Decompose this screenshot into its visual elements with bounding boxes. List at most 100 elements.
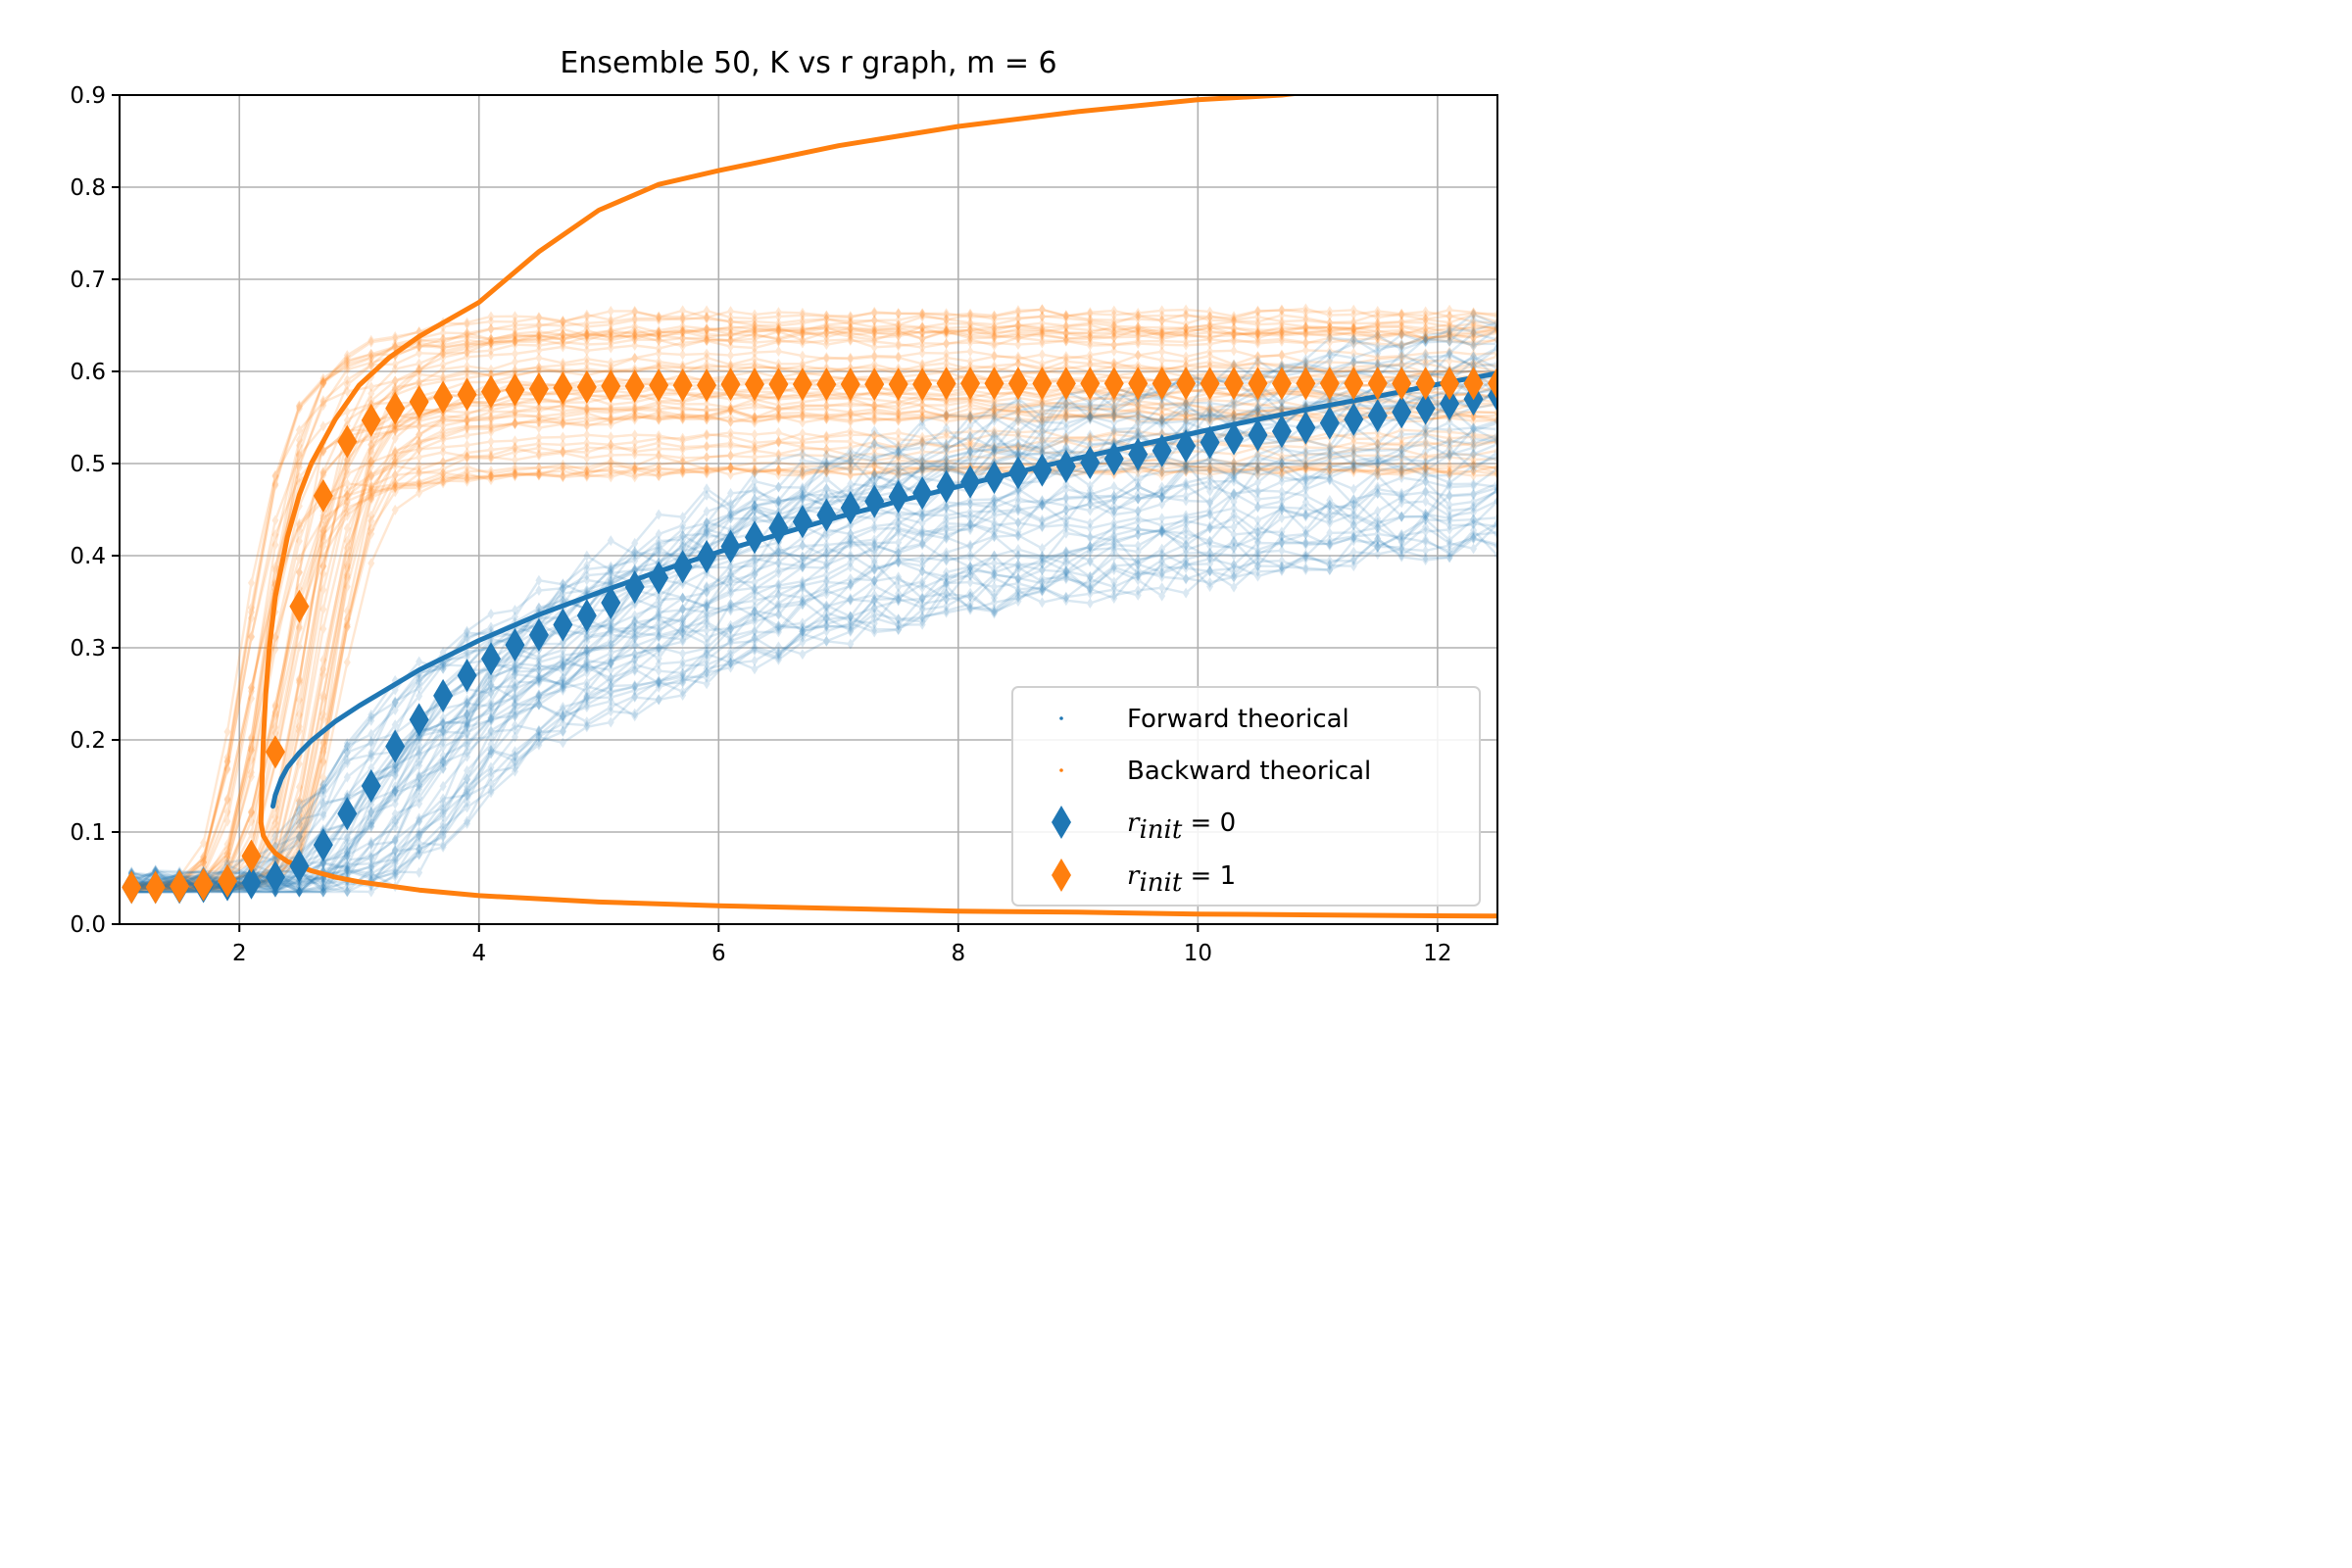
backward-ensemble-point xyxy=(319,709,327,720)
backward-ensemble-point xyxy=(368,336,375,348)
backward-ensemble-point xyxy=(1014,416,1022,427)
backward-ensemble-point xyxy=(1014,401,1022,413)
backward-ensemble-point xyxy=(223,838,231,850)
backward-ensemble-point xyxy=(1206,468,1214,480)
backward-ensemble-point xyxy=(943,411,951,422)
backward-ensemble-point xyxy=(631,333,639,345)
backward-ensemble-point xyxy=(655,414,662,425)
backward-ensemble-point xyxy=(559,317,566,328)
backward-ensemble-point xyxy=(271,631,279,643)
backward-ensemble-line xyxy=(130,349,1497,893)
backward-ensemble-point xyxy=(295,448,303,460)
backward-ensemble-point xyxy=(822,331,830,343)
backward-ensemble-point xyxy=(391,469,399,481)
backward-ensemble-point xyxy=(319,377,327,389)
backward-ensemble-point xyxy=(1206,338,1214,350)
backward-ensemble-point xyxy=(847,312,855,323)
backward-ensemble-point xyxy=(1134,349,1142,361)
backward-ensemble-point xyxy=(727,328,735,340)
backward-ensemble-point xyxy=(416,466,423,478)
backward-ensemble-point xyxy=(583,469,591,481)
backward-ensemble-point xyxy=(1470,460,1478,471)
backward-ensemble-point xyxy=(247,744,255,756)
backward-ensemble-point xyxy=(464,475,471,487)
backward-ensemble-point xyxy=(439,348,447,360)
backward-ensemble-point xyxy=(1110,305,1118,317)
backward-ensemble-point xyxy=(1422,310,1430,321)
backward-ensemble-point xyxy=(416,413,423,424)
backward-ensemble-point xyxy=(464,407,471,418)
backward-ensemble-point xyxy=(1301,463,1309,474)
backward-ensemble-point xyxy=(1206,463,1214,474)
backward-ensemble-point xyxy=(1158,416,1166,427)
backward-ensemble-point xyxy=(1158,470,1166,482)
backward-ensemble-point xyxy=(1374,460,1382,471)
backward-ensemble-point xyxy=(1062,353,1070,365)
backward-ensemble-point xyxy=(1374,469,1382,481)
backward-ensemble-point xyxy=(487,421,495,433)
backward-ensemble-point xyxy=(1038,398,1046,410)
backward-ensemble-point xyxy=(1062,408,1070,419)
backward-ensemble-point xyxy=(368,494,375,506)
backward-ensemble-point xyxy=(1158,399,1166,411)
backward-ensemble-point xyxy=(1278,466,1286,478)
backward-ensemble-point xyxy=(1326,345,1334,357)
backward-ensemble-point xyxy=(391,481,399,493)
backward-ensemble-point xyxy=(439,364,447,375)
backward-ensemble-point xyxy=(1278,468,1286,480)
backward-ensemble-point xyxy=(799,466,807,478)
backward-ensemble-point xyxy=(751,411,759,422)
backward-ensemble-point xyxy=(822,413,830,424)
backward-ensemble-point xyxy=(895,324,903,336)
backward-ensemble-point xyxy=(1422,358,1430,369)
backward-ensemble-point xyxy=(822,461,830,472)
backward-ensemble-point xyxy=(918,337,926,349)
backward-ensemble-point xyxy=(1374,465,1382,476)
plot-area xyxy=(122,95,1497,919)
backward-ensemble-point xyxy=(679,340,687,352)
backward-ensemble-point xyxy=(1446,460,1453,471)
backward-ensemble-point xyxy=(943,357,951,368)
backward-ensemble-point xyxy=(631,405,639,416)
backward-ensemble-point xyxy=(631,407,639,418)
backward-ensemble-point xyxy=(464,473,471,485)
backward-ensemble-point xyxy=(511,356,518,368)
backward-ensemble-point xyxy=(918,411,926,422)
backward-ensemble-point xyxy=(1086,331,1094,343)
backward-ensemble-point xyxy=(895,469,903,481)
backward-ensemble-point xyxy=(774,413,782,424)
backward-ensemble-point xyxy=(943,416,951,427)
chart-figure: Ensemble 50, K vs r graph, m = 6 2 4 6 8 10 1… xyxy=(0,0,1529,1019)
backward-ensemble-point xyxy=(1397,350,1405,362)
backward-ensemble-point xyxy=(918,399,926,411)
backward-ensemble-point xyxy=(1349,466,1357,478)
backward-ensemble-point xyxy=(319,561,327,572)
backward-ensemble-point xyxy=(847,333,855,345)
backward-ensemble-point xyxy=(1014,332,1022,344)
backward-ensemble-point xyxy=(1206,465,1214,476)
backward-ensemble-point xyxy=(847,408,855,419)
backward-ensemble-point xyxy=(1182,339,1190,351)
backward-ensemble-point xyxy=(918,347,926,359)
backward-ensemble-line xyxy=(131,465,1497,889)
backward-ensemble-point xyxy=(1349,463,1357,474)
backward-ensemble-point xyxy=(679,464,687,475)
backward-ensemble-point xyxy=(631,412,639,423)
backward-ensemble-point xyxy=(1134,410,1142,421)
backward-ensemble-point xyxy=(1349,458,1357,469)
backward-ensemble-point xyxy=(703,348,710,360)
backward-ensemble-point xyxy=(1182,360,1190,371)
backward-ensemble-point xyxy=(799,361,807,372)
backward-ensemble-point xyxy=(559,336,566,348)
backward-ensemble-point xyxy=(655,412,662,423)
backward-ensemble-point xyxy=(774,464,782,475)
backward-ensemble-point xyxy=(607,457,614,468)
backward-ensemble-point xyxy=(1253,463,1261,474)
backward-ensemble-point xyxy=(1326,464,1334,475)
backward-ensemble-point xyxy=(1206,403,1214,415)
backward-ensemble-point xyxy=(679,404,687,416)
backward-ensemble-point xyxy=(487,419,495,431)
backward-ensemble-point xyxy=(1326,332,1334,344)
backward-ensemble-point xyxy=(511,467,518,479)
backward-ensemble-point xyxy=(1062,405,1070,416)
